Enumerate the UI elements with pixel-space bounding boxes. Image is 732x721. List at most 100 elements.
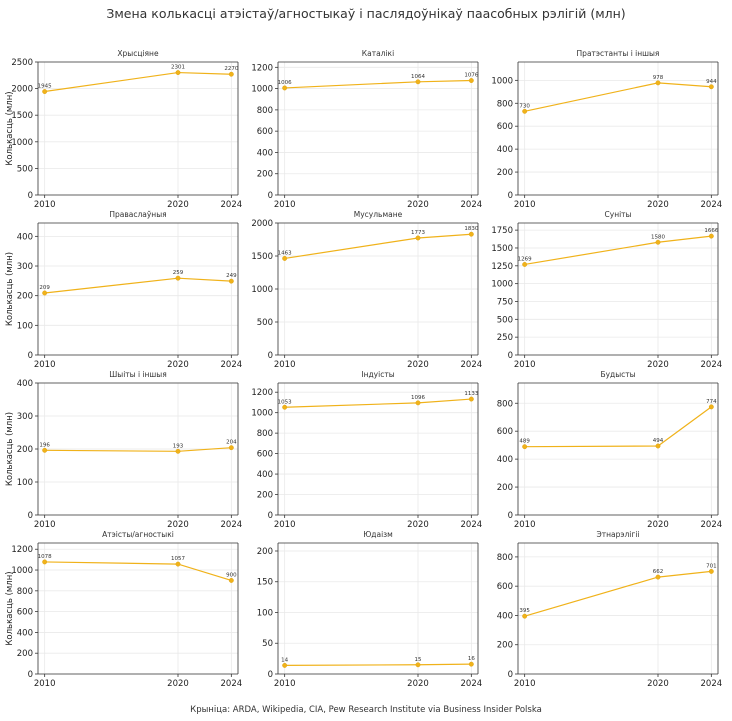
x-tick-label: 2010	[514, 679, 536, 689]
y-tick-label: 800	[17, 587, 33, 597]
x-tick-label: 2024	[461, 520, 483, 530]
y-tick-label: 200	[257, 170, 273, 180]
data-point	[175, 275, 181, 281]
data-label: 1057	[171, 556, 185, 562]
data-label: 209	[39, 285, 50, 291]
y-tick-label: 1500	[11, 111, 33, 121]
y-tick-label: 0	[28, 351, 33, 361]
data-point	[415, 400, 421, 406]
data-point	[228, 577, 234, 583]
y-tick-label: 2500	[11, 58, 33, 68]
x-tick-label: 2010	[514, 200, 536, 210]
x-tick-label: 2020	[407, 520, 429, 530]
y-tick-label: 1000	[251, 285, 273, 295]
y-tick-label: 2000	[251, 219, 273, 229]
panel-1: Хрысціяне 0 500 1000 1500 2000 2500 2010 2020 202…	[5, 49, 242, 210]
y-tick-label: 400	[497, 145, 513, 155]
y-tick-label: 100	[17, 478, 33, 488]
x-tick-label: 2020	[167, 360, 189, 370]
data-label: 1463	[278, 250, 292, 256]
data-point	[175, 448, 181, 454]
x-tick-label: 2024	[701, 520, 723, 530]
panel-7: Шыіты і іншыя 0 100 200 300 400 2010 2020 2024 Ко…	[5, 370, 242, 530]
x-tick-label: 2020	[407, 679, 429, 689]
figure-title: Змена колькасці атэістаў/агностыкаў і па…	[106, 6, 626, 21]
y-tick-label: 1500	[491, 244, 513, 254]
x-tick-label: 2020	[647, 360, 669, 370]
y-tick-label: 750	[497, 297, 513, 307]
panel-title: Этнарэлігіі	[597, 530, 640, 539]
data-label: 193	[173, 443, 184, 449]
data-label: 1269	[518, 256, 532, 262]
y-tick-label: 400	[497, 455, 513, 465]
y-tick-label: 200	[17, 649, 33, 659]
y-tick-label: 150	[257, 578, 273, 588]
y-tick-label: 0	[508, 351, 513, 361]
data-point	[415, 662, 421, 668]
data-point	[468, 78, 474, 83]
x-tick-label: 2024	[221, 200, 243, 210]
y-tick-label: 1000	[11, 566, 33, 576]
x-tick-label: 2020	[407, 200, 429, 210]
data-point	[522, 613, 528, 619]
y-tick-label: 200	[17, 292, 33, 302]
x-tick-label: 2010	[274, 520, 296, 530]
panel-8: Індуісты 0 200 400 600 800 1000 1200 2010 2020 202…	[251, 370, 482, 530]
y-tick-label: 800	[497, 99, 513, 109]
y-tick-label: 0	[268, 670, 273, 680]
data-label: 2301	[171, 65, 185, 71]
data-point	[708, 568, 714, 574]
x-tick-label: 2024	[221, 360, 243, 370]
data-point	[175, 70, 181, 76]
data-label: 1078	[38, 554, 52, 560]
data-label: 1096	[411, 395, 425, 401]
data-label: 1830	[464, 226, 478, 232]
panel-2: Каталікі 0 200 400 600 800 1000 1200 2010 2020 202…	[251, 49, 482, 210]
panel-title: Шыіты і іншыя	[109, 370, 166, 379]
data-point	[522, 108, 528, 114]
panel-title: Праваслаўныя	[109, 210, 166, 219]
series-line	[44, 277, 232, 294]
x-tick-label: 2010	[34, 520, 56, 530]
y-tick-label: 0	[508, 511, 513, 521]
panel-title: Каталікі	[362, 49, 394, 58]
y-tick-label: 300	[17, 262, 33, 272]
data-label: 1076	[464, 73, 478, 79]
data-label: 16	[468, 656, 475, 662]
series-line	[284, 233, 472, 260]
series-line	[524, 82, 712, 112]
y-axis-label: Колькасць (млн)	[5, 571, 15, 645]
data-point	[468, 396, 474, 402]
data-point	[282, 404, 288, 410]
panel-title: Суніты	[605, 210, 632, 219]
y-tick-label: 0	[268, 351, 273, 361]
source-footnote: Крыніца: ARDA, Wikipedia, CIA, Pew Resea…	[190, 705, 542, 715]
y-tick-label: 600	[497, 122, 513, 132]
x-tick-label: 2024	[461, 360, 483, 370]
data-label: 259	[173, 270, 184, 276]
y-tick-label: 0	[28, 191, 33, 201]
data-point	[228, 278, 234, 284]
y-tick-label: 300	[17, 412, 33, 422]
y-tick-label: 500	[497, 315, 513, 325]
x-tick-label: 2024	[221, 520, 243, 530]
data-point	[42, 290, 48, 296]
y-axis-label: Колькасць (млн)	[5, 91, 15, 165]
y-tick-label: 0	[508, 670, 513, 680]
panel-11: Юдаізм 0 50 100 150 200 2010 2020 2024 14 15 16	[257, 530, 482, 689]
panel-title: Юдаізм	[363, 530, 393, 539]
y-tick-label: 500	[17, 164, 33, 174]
data-label: 730	[519, 103, 530, 109]
data-point	[415, 235, 421, 241]
x-tick-label: 2024	[701, 360, 723, 370]
y-tick-label: 1000	[11, 138, 33, 148]
panel-10: Атэісты/агностыкі 0 200 400 600 800 1000 1200 20…	[5, 530, 242, 689]
series-line	[44, 561, 232, 582]
data-label: 489	[519, 439, 530, 445]
data-label: 1064	[411, 74, 425, 80]
x-tick-label: 2020	[167, 679, 189, 689]
x-tick-label: 2020	[647, 200, 669, 210]
data-label: 944	[706, 79, 717, 85]
y-tick-label: 200	[257, 491, 273, 501]
y-tick-label: 400	[17, 628, 33, 638]
